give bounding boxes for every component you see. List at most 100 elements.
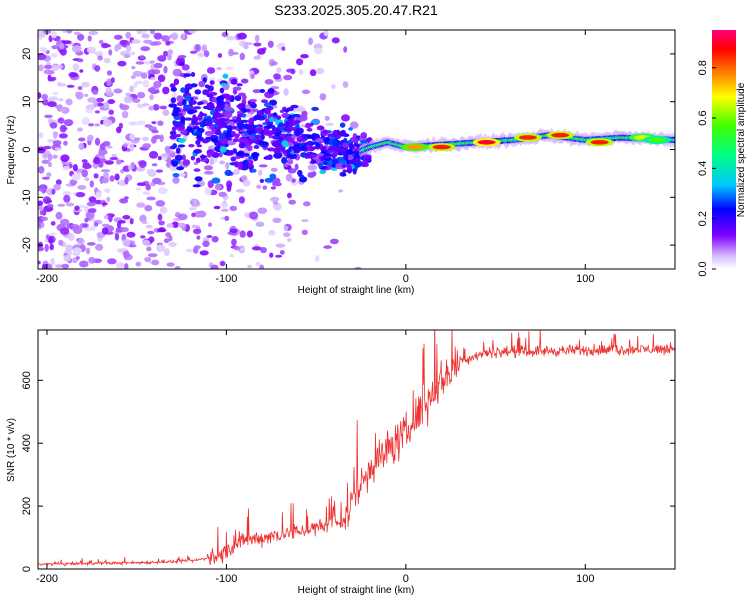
spectrogram-cell (43, 145, 52, 150)
spectrogram-cell (168, 241, 177, 248)
spectrogram-cell (217, 53, 223, 58)
spectrogram-cell (163, 65, 168, 74)
spectrogram-cell (119, 104, 130, 111)
spectrogram-cell (141, 33, 150, 39)
spectrogram-cell (95, 190, 102, 199)
spectrogram-cell (175, 134, 181, 138)
spectrogram-cell (188, 30, 197, 34)
spectrogram-cell (174, 265, 181, 269)
spectrogram-cell (75, 91, 84, 100)
spectrogram-cell (107, 258, 117, 265)
spectrogram-cell (106, 145, 113, 149)
spectrogram-hotspot (590, 140, 609, 145)
spectrogram-cell (172, 173, 180, 178)
spectrogram-cell (81, 159, 88, 163)
spectrogram-cell (210, 264, 219, 269)
spectrogram-cell (260, 247, 267, 254)
spectrogram-cell (325, 122, 335, 127)
spectrogram-cell (248, 135, 254, 139)
spectrogram-cell (63, 194, 71, 203)
spectrogram-cell (129, 218, 134, 225)
spectrogram-cell (276, 67, 282, 73)
spectrogram-cell (120, 227, 129, 233)
spectrogram-cell (153, 80, 162, 88)
spectrogram-cell (38, 132, 44, 139)
spectrogram-cell (314, 47, 323, 55)
spectrogram-cell (311, 171, 317, 177)
spectrogram-cell (157, 156, 162, 161)
spectrogram-cell (198, 80, 206, 88)
spectrogram-cell (304, 155, 310, 159)
spectrogram-cell (236, 116, 242, 123)
spectrogram-cell (151, 121, 157, 125)
spectrogram-cell (304, 124, 312, 129)
spectrogram-cell (119, 198, 129, 204)
spectrogram-cell (163, 50, 168, 57)
spectrogram-cell (75, 256, 80, 260)
spectrogram-cell (43, 64, 53, 70)
spectrogram-cell (294, 163, 299, 171)
spectrogram-cell (211, 236, 219, 243)
spectrogram-cell (341, 164, 347, 168)
spectrogram-cell (180, 33, 186, 40)
spectrogram-cell (137, 91, 146, 99)
spectrogram-ylabel: Frequency (Hz) (6, 116, 17, 185)
spectrogram-cell (87, 134, 94, 142)
spectrogram-cell (147, 69, 156, 76)
spectrogram-cell (176, 166, 185, 171)
spectrogram-cell (122, 143, 128, 148)
spectrogram-cell (251, 139, 257, 144)
spectrogram-cell (201, 44, 207, 53)
spectrogram-cell (191, 212, 196, 218)
spectrogram-cell (131, 39, 141, 44)
spectrogram-cell (159, 206, 168, 214)
spectrogram-cell (253, 55, 259, 60)
spectrogram-cell (198, 53, 204, 58)
spectrogram-cell (235, 189, 245, 193)
spectrogram-cell (310, 119, 320, 124)
spectrogram-cell (122, 238, 131, 247)
spectrogram-cell (118, 122, 123, 129)
spectrogram-cell (225, 66, 234, 70)
spectrogram-cell (253, 42, 262, 47)
spectrogram-cell (330, 238, 339, 245)
spectrogram-cell (287, 238, 292, 242)
snr-xtick-label: -100 (215, 573, 237, 585)
spectrogram-cell (102, 177, 109, 184)
snr-ytick-label: 400 (21, 434, 33, 452)
spectrogram-cell (181, 99, 187, 106)
spectrogram-cell (55, 179, 62, 186)
spectrogram-cell (148, 236, 155, 243)
spectrogram-cell (193, 168, 201, 172)
spectrogram-cell (308, 37, 314, 46)
spectrogram-cell (283, 88, 289, 96)
spectrogram-cell (212, 111, 221, 119)
spectrogram-cell (271, 140, 281, 147)
colorbar-tick-label: 0.0 (697, 261, 709, 276)
colorbar-tick-label: 0.4 (697, 161, 709, 176)
spectrogram-cell (183, 105, 192, 109)
spectrogram-cell (295, 131, 300, 137)
spectrogram-cell (231, 238, 237, 246)
spectrogram-cell (272, 112, 278, 117)
spectrogram-cell (75, 192, 86, 198)
spectrogram-cell (55, 264, 63, 268)
spectrogram-ytick-label: 10 (21, 96, 33, 108)
spectrogram-cell (127, 244, 137, 248)
spectrogram-cell (107, 99, 116, 105)
spectrogram-cell (117, 42, 122, 51)
snr-frame (37, 329, 676, 570)
spectrogram-cell (50, 221, 56, 226)
spectrogram-cell (227, 140, 236, 146)
spectrogram-cell (291, 113, 301, 118)
spectrogram-cell (225, 151, 234, 156)
spectrogram-cell (49, 77, 55, 82)
spectrogram-cell (194, 131, 203, 136)
spectrogram-cell (307, 164, 318, 171)
spectrogram-cell (101, 223, 110, 227)
spectrogram-cell (176, 147, 181, 154)
spectrogram-cell (153, 32, 163, 40)
spectrogram-cell (168, 103, 178, 108)
spectrogram-cell (130, 75, 136, 79)
spectrogram-cell (98, 39, 104, 45)
